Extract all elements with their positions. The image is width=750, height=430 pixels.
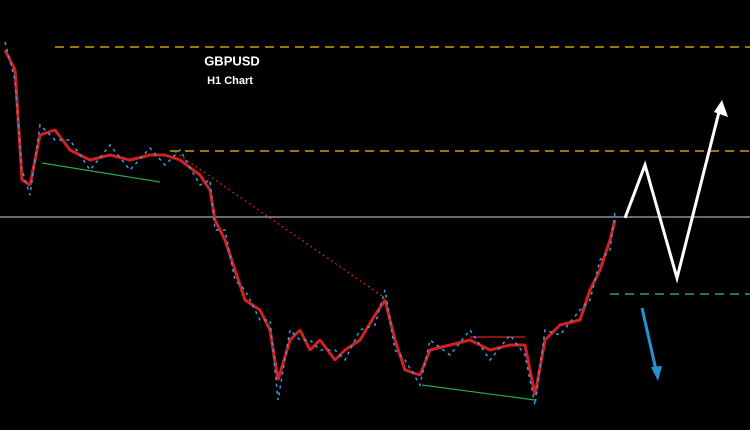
arrow-head	[714, 100, 728, 117]
price-path-wicks	[4, 41, 616, 406]
scenario-arrow	[640, 307, 658, 371]
arrow-head	[651, 366, 662, 381]
chart-subtitle: H1 Chart	[207, 75, 253, 87]
scenario-arrow	[623, 107, 722, 284]
divergence-line	[41, 162, 161, 183]
chart-title: GBPUSD	[204, 53, 260, 68]
divergence-line	[421, 384, 536, 401]
